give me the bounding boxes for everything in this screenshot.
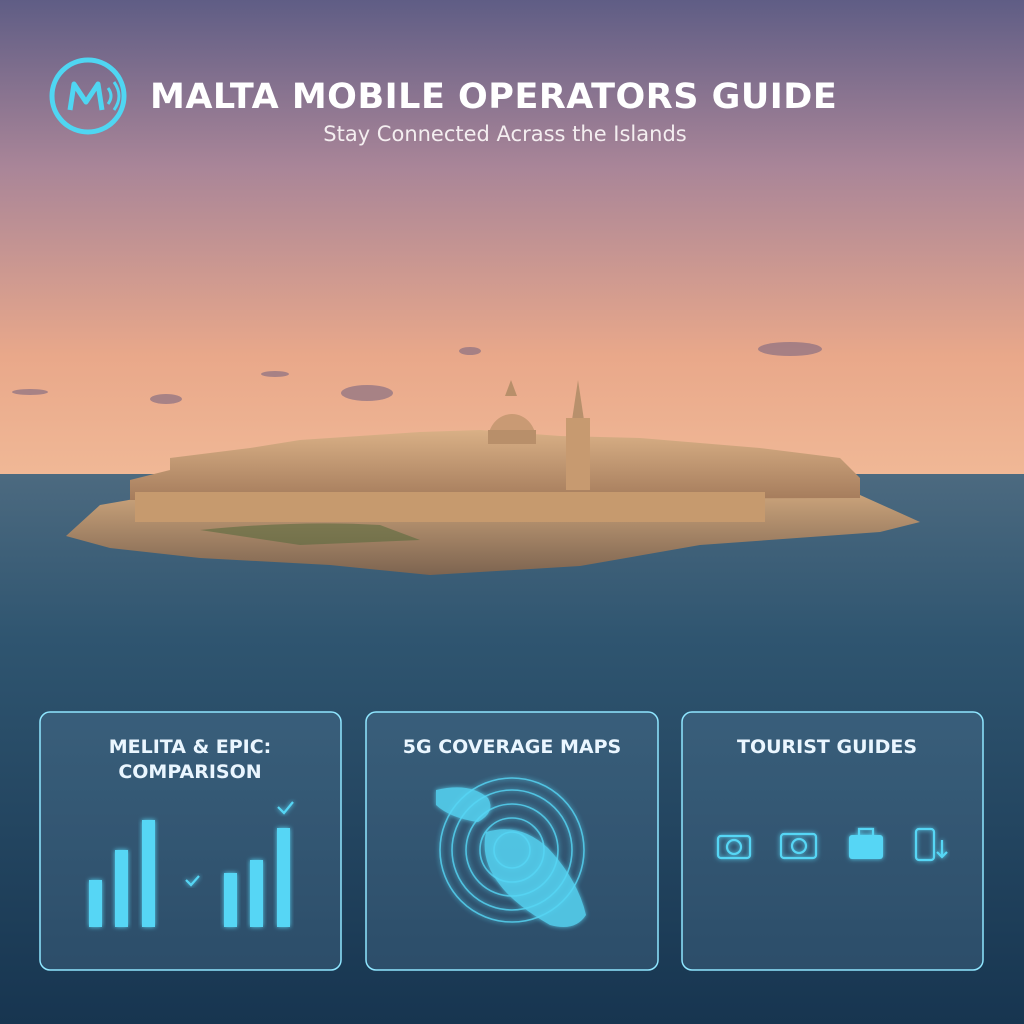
card-part — [115, 850, 128, 927]
card-part — [681, 711, 984, 971]
icon — [849, 827, 883, 859]
island-part — [572, 380, 584, 420]
card-part — [484, 829, 586, 928]
logo — [49, 57, 127, 135]
logo-part — [106, 81, 121, 111]
card-title: MELITA & EPIC: — [109, 736, 272, 758]
island-part — [488, 430, 536, 444]
card-part — [436, 787, 491, 822]
card-part — [250, 860, 263, 927]
icon — [779, 832, 818, 860]
card-title: COMPARISON — [118, 761, 261, 783]
icon-part — [790, 837, 808, 855]
clouds-part — [12, 389, 48, 395]
subtitle: Stay Connected Acrass the Islands — [323, 122, 686, 146]
card-part — [277, 828, 290, 927]
island-part — [130, 430, 860, 500]
icon — [914, 827, 948, 862]
clouds — [12, 342, 822, 404]
icon-part — [716, 834, 752, 860]
island-part — [505, 380, 517, 396]
island-part — [566, 418, 590, 490]
clouds-part — [758, 342, 822, 356]
card-title: TOURIST GUIDES — [737, 736, 917, 758]
clouds-part — [150, 394, 182, 404]
card-part — [277, 801, 294, 815]
clouds-part — [261, 371, 289, 377]
logo-part — [67, 81, 105, 111]
island-part — [200, 523, 420, 545]
card-part — [224, 873, 237, 927]
icon-part — [725, 838, 743, 856]
sky — [0, 0, 1024, 476]
card-part — [89, 880, 102, 927]
card: MELITA & EPIC: COMPARISON — [39, 711, 342, 971]
card-part — [185, 875, 200, 887]
clouds-part — [459, 347, 481, 355]
icon-part — [857, 827, 875, 838]
card-part — [142, 820, 155, 927]
card-part-part — [439, 777, 585, 923]
card: 5G COVERAGE MAPS — [365, 711, 659, 971]
island — [66, 380, 920, 575]
icon-part — [936, 840, 948, 859]
clouds-part — [341, 385, 393, 401]
card-part-part — [451, 789, 573, 911]
icon-part — [779, 832, 818, 860]
icon-part — [849, 835, 883, 859]
logo-part — [49, 57, 127, 135]
icon — [716, 834, 752, 860]
icon-part — [914, 827, 936, 862]
card: TOURIST GUIDES — [681, 711, 984, 971]
title: MALTA MOBILE OPERATORS GUIDE — [150, 77, 837, 117]
card-title: 5G COVERAGE MAPS — [403, 736, 621, 758]
island-part — [135, 492, 765, 522]
